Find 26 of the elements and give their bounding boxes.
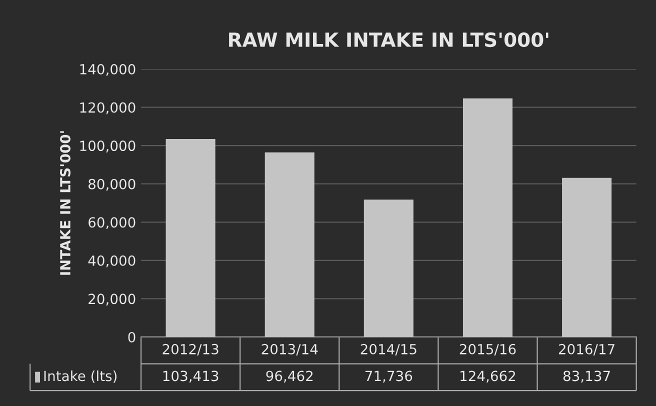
y-tick-label: 60,000 xyxy=(88,217,136,230)
y-tick-label: 80,000 xyxy=(88,178,136,191)
data-label: 71,736 xyxy=(366,370,412,383)
data-label: 124,662 xyxy=(460,370,516,383)
y-tick-label: 100,000 xyxy=(80,140,136,152)
bar xyxy=(562,178,612,337)
y-tick-label: 20,000 xyxy=(88,294,136,306)
x-tick-label: 2013/14 xyxy=(262,344,318,356)
chart-title: RAW MILK INTAKE IN LTS'000' xyxy=(229,32,548,48)
x-tick-label: 2012/13 xyxy=(162,344,218,356)
bar xyxy=(462,98,512,337)
bar xyxy=(364,200,414,337)
data-label: 103,413 xyxy=(163,370,218,383)
x-tick-label: 2016/17 xyxy=(558,344,614,356)
data-label: 96,462 xyxy=(266,370,313,383)
x-tick-label: 2014/15 xyxy=(360,344,416,356)
y-tick-label: 40,000 xyxy=(88,255,136,268)
legend-label: Intake (lts) xyxy=(44,370,117,383)
y-tick-label: 120,000 xyxy=(80,102,136,114)
y-tick-label: 140,000 xyxy=(80,64,136,76)
data-label: 83,137 xyxy=(563,370,610,383)
x-tick-label: 2015/16 xyxy=(460,344,516,356)
bar xyxy=(166,139,216,337)
y-axis-title: INTAKE IN LTS'000' xyxy=(60,131,70,275)
y-tick-label: 0 xyxy=(128,332,136,342)
bar xyxy=(264,152,314,337)
